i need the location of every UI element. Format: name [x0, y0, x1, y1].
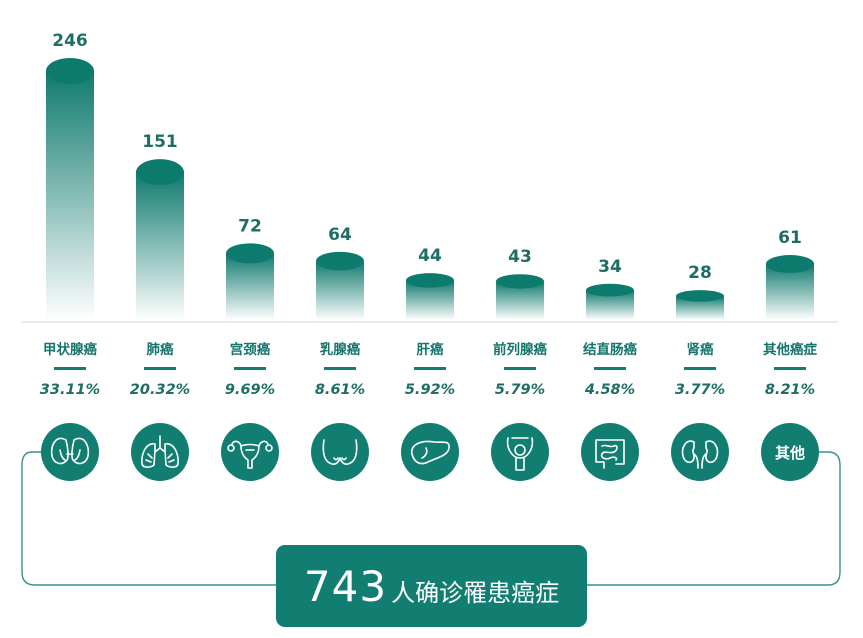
value-label: 64 — [328, 225, 352, 245]
bar-body — [766, 263, 814, 320]
bar-cap — [136, 159, 184, 186]
label-separator — [504, 367, 536, 370]
bracket-line — [21, 451, 841, 586]
bar-8 — [766, 255, 814, 320]
label-separator — [594, 367, 626, 370]
percentage-label: 8.21% — [765, 382, 815, 398]
label-separator — [774, 367, 806, 370]
bar-cap — [226, 243, 274, 264]
value-label: 72 — [238, 216, 262, 236]
bar-body — [316, 261, 364, 320]
category-label: 其他癌症 — [763, 341, 817, 358]
total-caption: 人确诊罹患癌症 — [391, 578, 560, 607]
bar-cap — [316, 251, 364, 271]
percentage-label: 8.61% — [315, 382, 365, 398]
total-count: 743 — [303, 561, 388, 611]
bar-cap — [406, 273, 454, 288]
percentage-label: 5.79% — [495, 382, 545, 398]
label-separator — [54, 367, 86, 370]
liver-icon — [401, 423, 459, 481]
bar-body — [46, 71, 94, 320]
thyroid-icon — [41, 423, 99, 481]
breast-icon — [311, 423, 369, 481]
percentage-label: 33.11% — [40, 382, 100, 398]
label-separator — [684, 367, 716, 370]
percentage-label: 4.58% — [584, 382, 635, 398]
other-icon-label: 其他 — [775, 444, 805, 462]
category-label: 乳腺癌 — [320, 341, 361, 358]
category-label: 肾癌 — [687, 341, 715, 358]
category-label: 甲状腺癌 — [43, 341, 97, 358]
percentage-label: 3.77% — [675, 382, 725, 398]
bar-body — [136, 172, 184, 320]
bar-1 — [136, 159, 184, 320]
category-label: 宫颈癌 — [230, 341, 271, 358]
uterus-icon — [221, 423, 279, 481]
bar-2 — [226, 243, 274, 320]
bar-cap — [496, 274, 544, 289]
percentage-label: 9.69% — [225, 382, 275, 398]
bar-cap — [586, 283, 634, 297]
total-summary-box: 743 人确诊罹患癌症 — [276, 545, 587, 627]
other-icon: 其他 — [761, 423, 819, 481]
label-separator — [414, 367, 446, 370]
kidneys-icon — [671, 423, 729, 481]
bar-3 — [316, 251, 364, 320]
value-label: 151 — [142, 132, 178, 152]
bar-body — [226, 253, 274, 320]
label-separator — [324, 367, 356, 370]
bar-cap — [676, 290, 724, 302]
category-label: 结直肠癌 — [583, 341, 637, 358]
label-separator — [144, 367, 176, 370]
label-separator — [234, 367, 266, 370]
category-label: 前列腺癌 — [493, 341, 547, 358]
value-label: 43 — [508, 247, 532, 267]
value-label: 246 — [52, 31, 88, 51]
bar-cap — [766, 255, 814, 273]
value-label: 44 — [418, 246, 442, 266]
category-label: 肝癌 — [417, 341, 444, 358]
percentage-label: 20.32% — [130, 382, 190, 398]
value-label: 34 — [598, 257, 622, 277]
value-label: 28 — [688, 263, 712, 283]
prostate-icon — [491, 423, 549, 481]
bar-7 — [676, 290, 724, 320]
bar-0 — [46, 58, 94, 320]
bar-5 — [496, 274, 544, 320]
percentage-label: 5.92% — [405, 382, 455, 398]
lungs-icon — [131, 423, 189, 481]
bar-4 — [406, 273, 454, 320]
bar-cap — [46, 58, 94, 84]
intestine-icon — [581, 423, 639, 481]
value-label: 61 — [778, 228, 802, 248]
bar-6 — [586, 283, 634, 320]
category-label: 肺癌 — [147, 341, 174, 358]
